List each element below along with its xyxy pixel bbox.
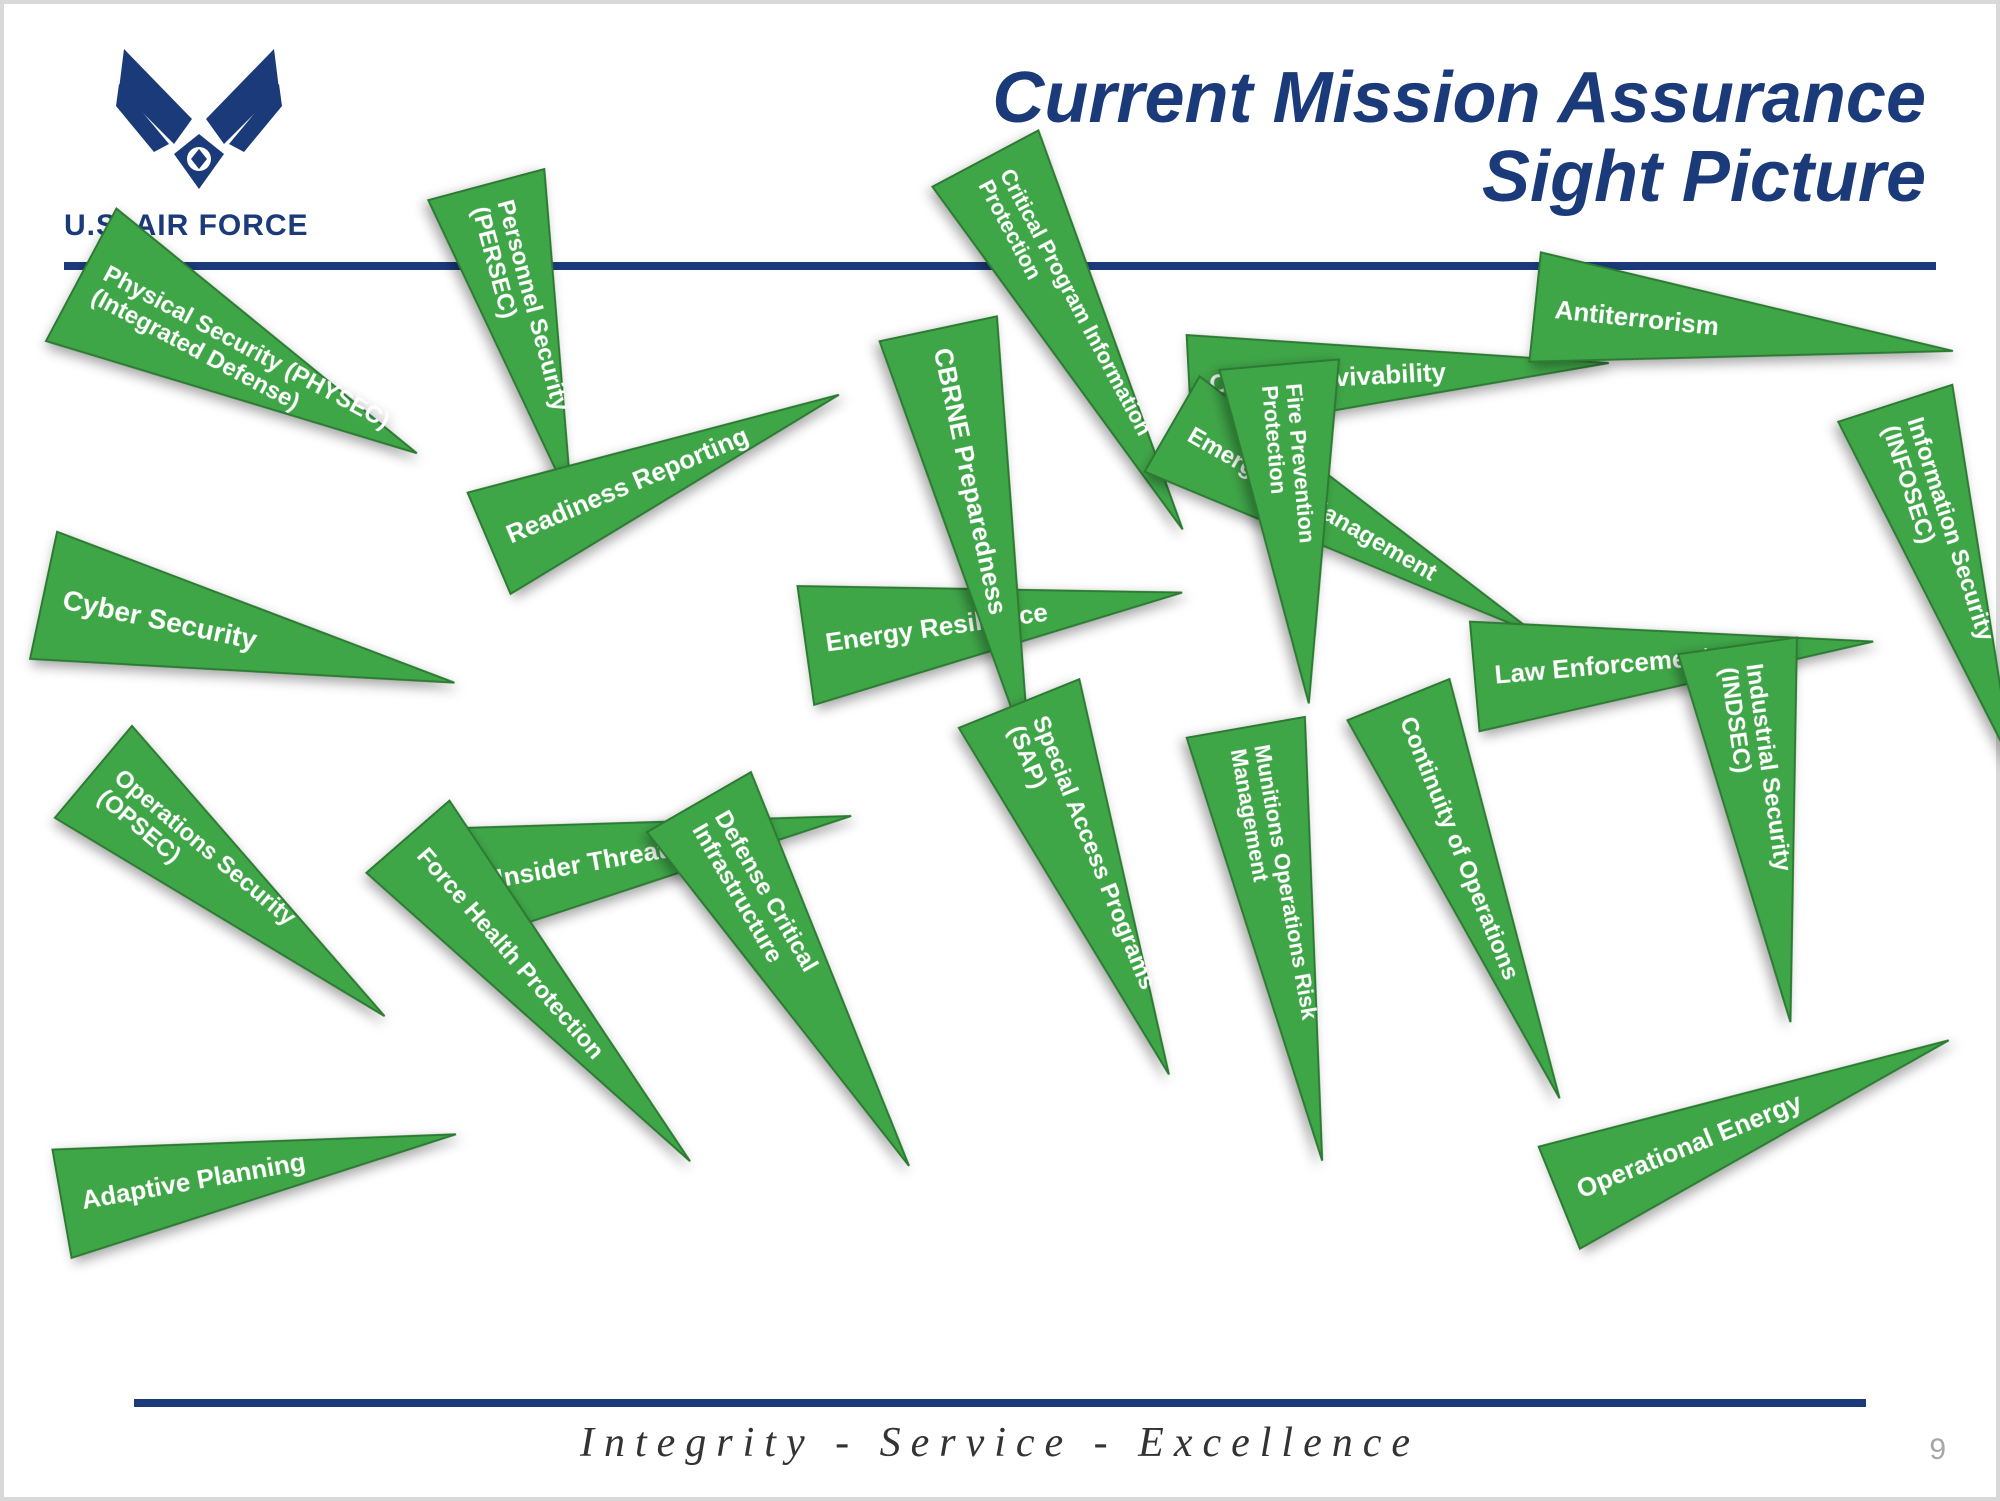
shard-label: Information Security (INFOSEC): [1838, 385, 2000, 783]
shard: Operations Security (OPSEC): [55, 726, 423, 1062]
shard-label: CBRNE Preparedness: [880, 316, 1089, 771]
shard: Insider Threat: [467, 762, 860, 936]
org-label: U.S. AIR FORCE: [64, 209, 309, 243]
shard: Munitions Operations Risk Management: [1187, 717, 1382, 1171]
shard: Law Enforcement: [1470, 587, 1878, 731]
shard: Antiterrorism: [1529, 252, 1958, 405]
shard-label: Physical Security (PHYSEC) (Integrated D…: [46, 209, 452, 520]
shard-label: Operations Security (OPSEC): [55, 726, 423, 1062]
shard-label: Personnel Security (PERSEC): [428, 169, 629, 519]
divider-top: [64, 262, 1936, 270]
shard: Defense Critical Infrastructure: [647, 772, 961, 1196]
shard-label: Insider Threat: [467, 762, 860, 936]
slide: { "branding": { "org": "U.S. AIR FORCE",…: [0, 0, 2000, 1501]
shard: Physical Security (PHYSEC) (Integrated D…: [46, 209, 452, 520]
title-line-2: Sight Picture: [992, 138, 1926, 217]
shard: Force Health Protection: [366, 801, 731, 1198]
shard: Personnel Security (PERSEC): [428, 169, 629, 519]
shard: Industrial Security (INDSEC): [1678, 637, 1850, 1030]
footer-motto: Integrity - Service - Excellence: [4, 1419, 1996, 1467]
shard-label: Law Enforcement: [1470, 587, 1878, 731]
divider-bottom: [134, 1399, 1866, 1407]
shard-label: Emergency Management: [1145, 376, 1564, 681]
shard-label: Adaptive Planning: [52, 1080, 465, 1258]
shard-label: Force Health Protection: [366, 801, 731, 1198]
shard-label: Energy Resilience: [797, 533, 1190, 705]
usaf-logo-icon: [114, 34, 284, 204]
shard-label: Munitions Operations Risk Management: [1187, 717, 1382, 1171]
shard-label: Continuity of Operations: [1347, 679, 1610, 1119]
shard-label: Special Access Programs (SAP): [959, 679, 1229, 1099]
shard-label: Fire Prevention Protection: [1219, 359, 1368, 708]
shard: Readiness Reporting: [468, 344, 861, 594]
shard-label: Readiness Reporting: [468, 344, 861, 594]
shard-label: Antiterrorism: [1529, 252, 1958, 405]
shard: Information Security (INFOSEC): [1838, 385, 2000, 783]
shard: Operational Energy: [1539, 989, 1970, 1248]
shard: Cyber Security: [30, 532, 468, 746]
shard: Special Access Programs (SAP): [959, 679, 1229, 1099]
shard-label: Operational Energy: [1539, 989, 1970, 1248]
title-line-1: Current Mission Assurance: [992, 59, 1926, 138]
shard: Energy Resilience: [797, 533, 1190, 705]
shard: Emergency Management: [1145, 376, 1564, 681]
shard-label: Defense Critical Infrastructure: [647, 772, 961, 1196]
page-number: 9: [1929, 1433, 1946, 1467]
shard: Fire Prevention Protection: [1219, 359, 1368, 708]
shard: Continuity of Operations: [1347, 679, 1610, 1119]
shard-label: Cyber Security: [30, 532, 468, 746]
shard: CBRNE Preparedness: [880, 316, 1089, 771]
shard-label: CBRN Survivability: [1187, 313, 1612, 435]
shard-label: Industrial Security (INDSEC): [1678, 637, 1850, 1030]
slide-title: Current Mission Assurance Sight Picture: [992, 59, 1926, 217]
shard: Adaptive Planning: [52, 1080, 465, 1258]
shard: CBRN Survivability: [1187, 313, 1612, 435]
